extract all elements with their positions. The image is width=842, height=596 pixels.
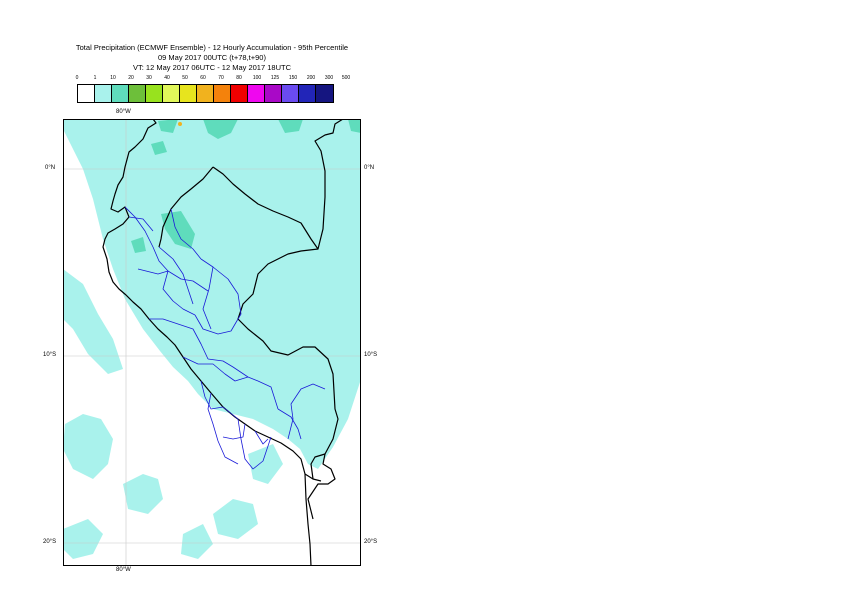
legend-swatch	[146, 85, 163, 102]
legend-level: 150	[288, 75, 298, 81]
legend-level: 500	[341, 75, 351, 81]
legend-swatch	[231, 85, 248, 102]
country-borders	[102, 119, 344, 566]
legend-level: 100	[252, 75, 262, 81]
lat-label-right: 10°S	[364, 352, 378, 358]
legend-swatch	[248, 85, 265, 102]
lon-label-bottom: 80°W	[116, 567, 131, 573]
chart-title: Total Precipitation (ECMWF Ensemble) - 1…	[75, 43, 349, 52]
legend-swatch	[95, 85, 112, 102]
lat-label-left: 10°S	[43, 352, 57, 358]
color-legend	[77, 84, 334, 103]
legend-swatch	[180, 85, 197, 102]
legend-swatch	[316, 85, 333, 102]
precip-10-20-area	[131, 119, 361, 253]
precipitation-map	[63, 119, 361, 566]
legend-swatch	[214, 85, 231, 102]
legend-level: 125	[270, 75, 280, 81]
legend-level: 70	[218, 75, 224, 81]
valid-time: VT: 12 May 2017 06UTC - 12 May 2017 18UT…	[133, 63, 291, 72]
precip-60-70-spot	[178, 122, 182, 126]
lat-label-left: 20°S	[43, 539, 57, 545]
lon-label-top: 80°W	[116, 109, 131, 115]
legend-level: 30	[146, 75, 152, 81]
legend-swatch	[78, 85, 95, 102]
legend-swatch	[265, 85, 282, 102]
precip-1-10-area	[63, 119, 361, 559]
legend-swatch	[299, 85, 316, 102]
legend-level: 10	[110, 75, 116, 81]
legend-level: 300	[324, 75, 334, 81]
legend-level: 50	[182, 75, 188, 81]
legend-swatch	[112, 85, 129, 102]
legend-swatch	[282, 85, 299, 102]
legend-swatch	[129, 85, 146, 102]
legend-level: 20	[128, 75, 134, 81]
legend-level: 200	[306, 75, 316, 81]
legend-level: 1	[93, 75, 97, 81]
legend-level: 80	[236, 75, 242, 81]
base-time: 09 May 2017 00UTC (t+78,t+90)	[158, 53, 266, 62]
map-frame	[63, 119, 361, 566]
legend-level: 40	[164, 75, 170, 81]
regional-borders	[124, 206, 326, 470]
legend-level: 0	[75, 75, 79, 81]
legend-labels: 0 1 10 20 30 40 50 60 70 80 100 125 150 …	[0, 75, 842, 85]
lat-label-left: 0°N	[45, 165, 56, 171]
legend-level: 60	[200, 75, 206, 81]
lat-label-right: 0°N	[364, 165, 375, 171]
legend-swatch	[163, 85, 180, 102]
lat-label-right: 20°S	[364, 539, 378, 545]
legend-swatch	[197, 85, 214, 102]
